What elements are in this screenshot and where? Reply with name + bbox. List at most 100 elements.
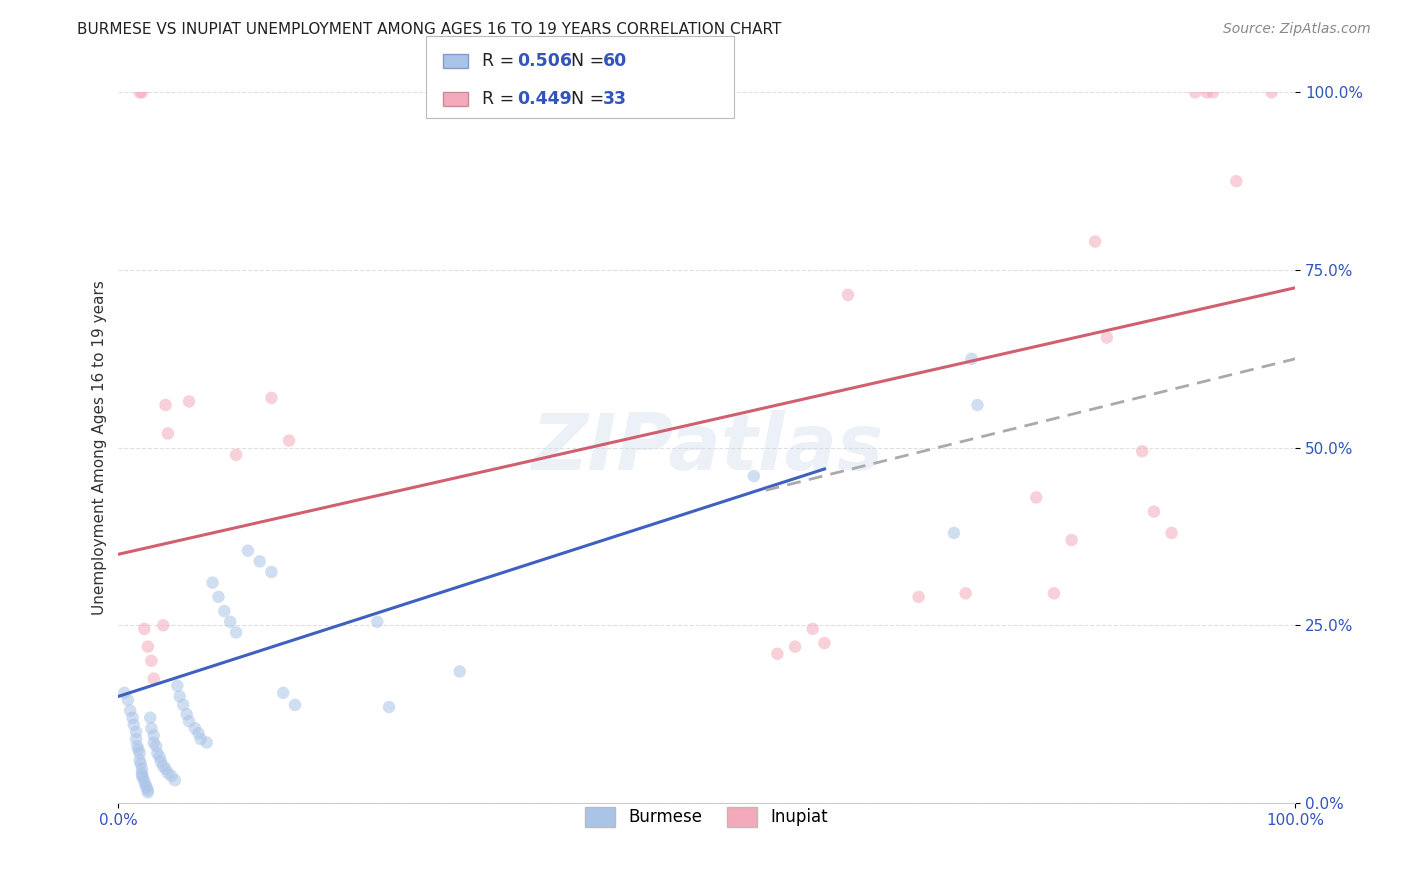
Point [201, 575, 224, 590]
Point [131, 766, 153, 780]
Point [155, 398, 177, 412]
Point [122, 718, 145, 732]
Point [236, 543, 259, 558]
Point [132, 771, 155, 785]
Point [260, 565, 283, 579]
Point [225, 448, 247, 462]
Point [271, 686, 294, 700]
Point [121, 711, 143, 725]
Point [152, 759, 174, 773]
Text: 0.449: 0.449 [517, 90, 572, 108]
Point [131, 86, 153, 100]
Point [125, 725, 148, 739]
Point [149, 755, 172, 769]
Point [1025, 491, 1047, 505]
Point [1225, 174, 1247, 188]
Point [219, 615, 242, 629]
Point [176, 707, 198, 722]
Point [195, 735, 218, 749]
Point [156, 766, 179, 780]
Point [813, 636, 835, 650]
Point [142, 735, 165, 749]
Point [1195, 86, 1218, 100]
Point [177, 394, 200, 409]
Point [177, 714, 200, 729]
Point [134, 774, 156, 789]
Text: R =: R = [482, 90, 520, 108]
Text: 60: 60 [603, 52, 627, 70]
Point [1060, 533, 1083, 547]
Point [129, 756, 152, 771]
Text: R =: R = [482, 52, 520, 70]
Point [801, 622, 824, 636]
Point [142, 672, 165, 686]
Text: 0.506: 0.506 [517, 52, 572, 70]
Point [1043, 586, 1066, 600]
Point [128, 753, 150, 767]
Point [214, 604, 236, 618]
Point [149, 749, 172, 764]
Point [449, 665, 471, 679]
Point [187, 726, 209, 740]
Text: 33: 33 [603, 90, 627, 108]
Point [955, 586, 977, 600]
Point [260, 391, 283, 405]
Point [136, 785, 159, 799]
Point [156, 426, 179, 441]
Point [127, 742, 149, 756]
Text: Source: ZipAtlas.com: Source: ZipAtlas.com [1223, 22, 1371, 37]
Point [127, 739, 149, 753]
Point [1184, 86, 1206, 100]
Point [160, 769, 183, 783]
Point [837, 288, 859, 302]
Point [1260, 86, 1282, 100]
Text: N =: N = [571, 90, 610, 108]
Y-axis label: Unemployment Among Ages 16 to 19 years: Unemployment Among Ages 16 to 19 years [93, 280, 107, 615]
Point [278, 434, 301, 448]
Point [190, 731, 212, 746]
Point [1160, 525, 1182, 540]
Point [172, 698, 194, 712]
Text: ZIPatlas: ZIPatlas [530, 409, 883, 485]
Point [742, 469, 765, 483]
Point [166, 679, 188, 693]
Point [128, 746, 150, 760]
Point [125, 731, 148, 746]
Point [163, 773, 186, 788]
Point [136, 640, 159, 654]
Point [907, 590, 929, 604]
Point [131, 762, 153, 776]
Point [155, 762, 177, 776]
Point [146, 746, 169, 760]
Point [135, 780, 157, 795]
Point [142, 728, 165, 742]
Point [1084, 235, 1107, 249]
Point [225, 625, 247, 640]
Point [117, 693, 139, 707]
Point [128, 86, 150, 100]
Point [378, 700, 401, 714]
Point [141, 722, 163, 736]
Point [783, 640, 806, 654]
Point [152, 618, 174, 632]
Point [960, 351, 983, 366]
Text: N =: N = [571, 52, 610, 70]
Point [366, 615, 388, 629]
Point [207, 590, 229, 604]
Point [1202, 86, 1225, 100]
Point [139, 711, 162, 725]
Point [131, 769, 153, 783]
Point [249, 554, 271, 568]
Point [134, 622, 156, 636]
Point [766, 647, 789, 661]
Point [1143, 505, 1166, 519]
Point [112, 686, 135, 700]
Text: BURMESE VS INUPIAT UNEMPLOYMENT AMONG AGES 16 TO 19 YEARS CORRELATION CHART: BURMESE VS INUPIAT UNEMPLOYMENT AMONG AG… [77, 22, 782, 37]
Point [966, 398, 988, 412]
Point [141, 654, 163, 668]
Point [184, 722, 207, 736]
Point [136, 783, 159, 797]
Point [145, 739, 167, 753]
Point [169, 690, 191, 704]
Point [134, 778, 156, 792]
